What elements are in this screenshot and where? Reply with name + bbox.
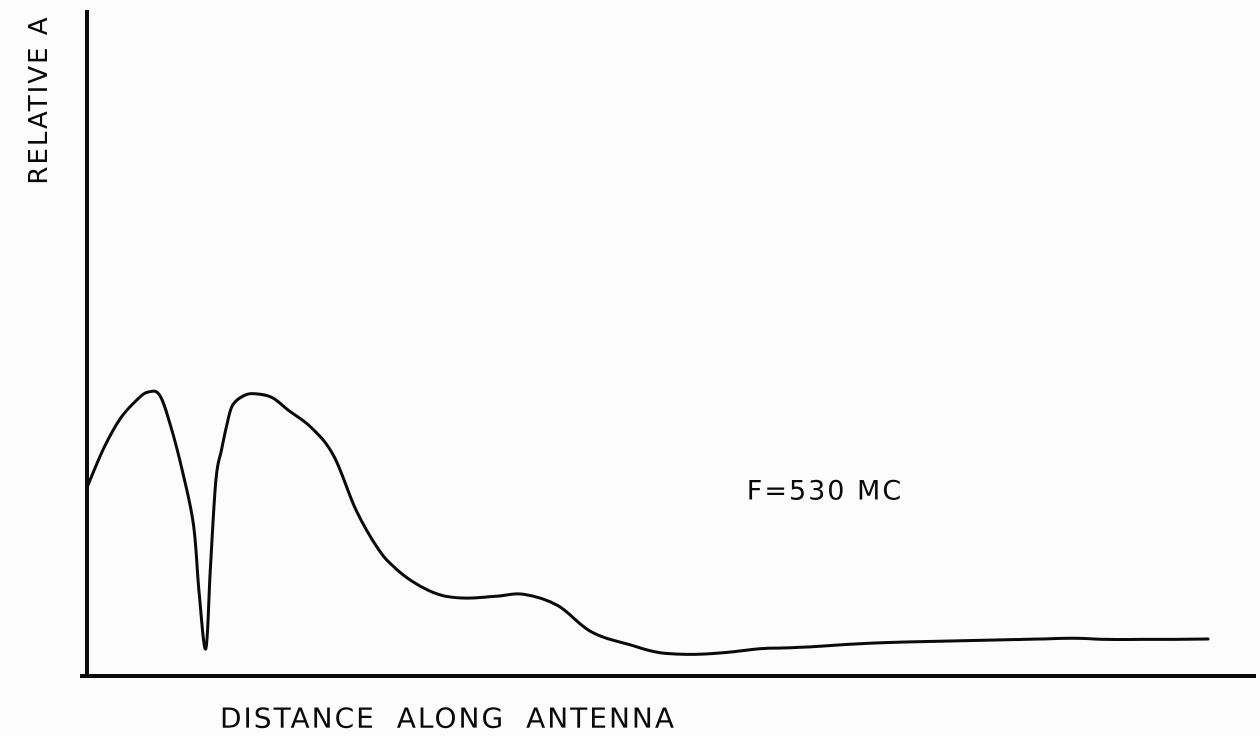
series-line-0 — [85, 389, 1210, 656]
y-axis-label: RELATIVE A — [24, 15, 54, 185]
series-layer — [85, 389, 1210, 656]
x-axis-label: DISTANCE ALONG ANTENNA — [219, 701, 677, 735]
frequency-annotation: F=530 MC — [746, 475, 904, 507]
